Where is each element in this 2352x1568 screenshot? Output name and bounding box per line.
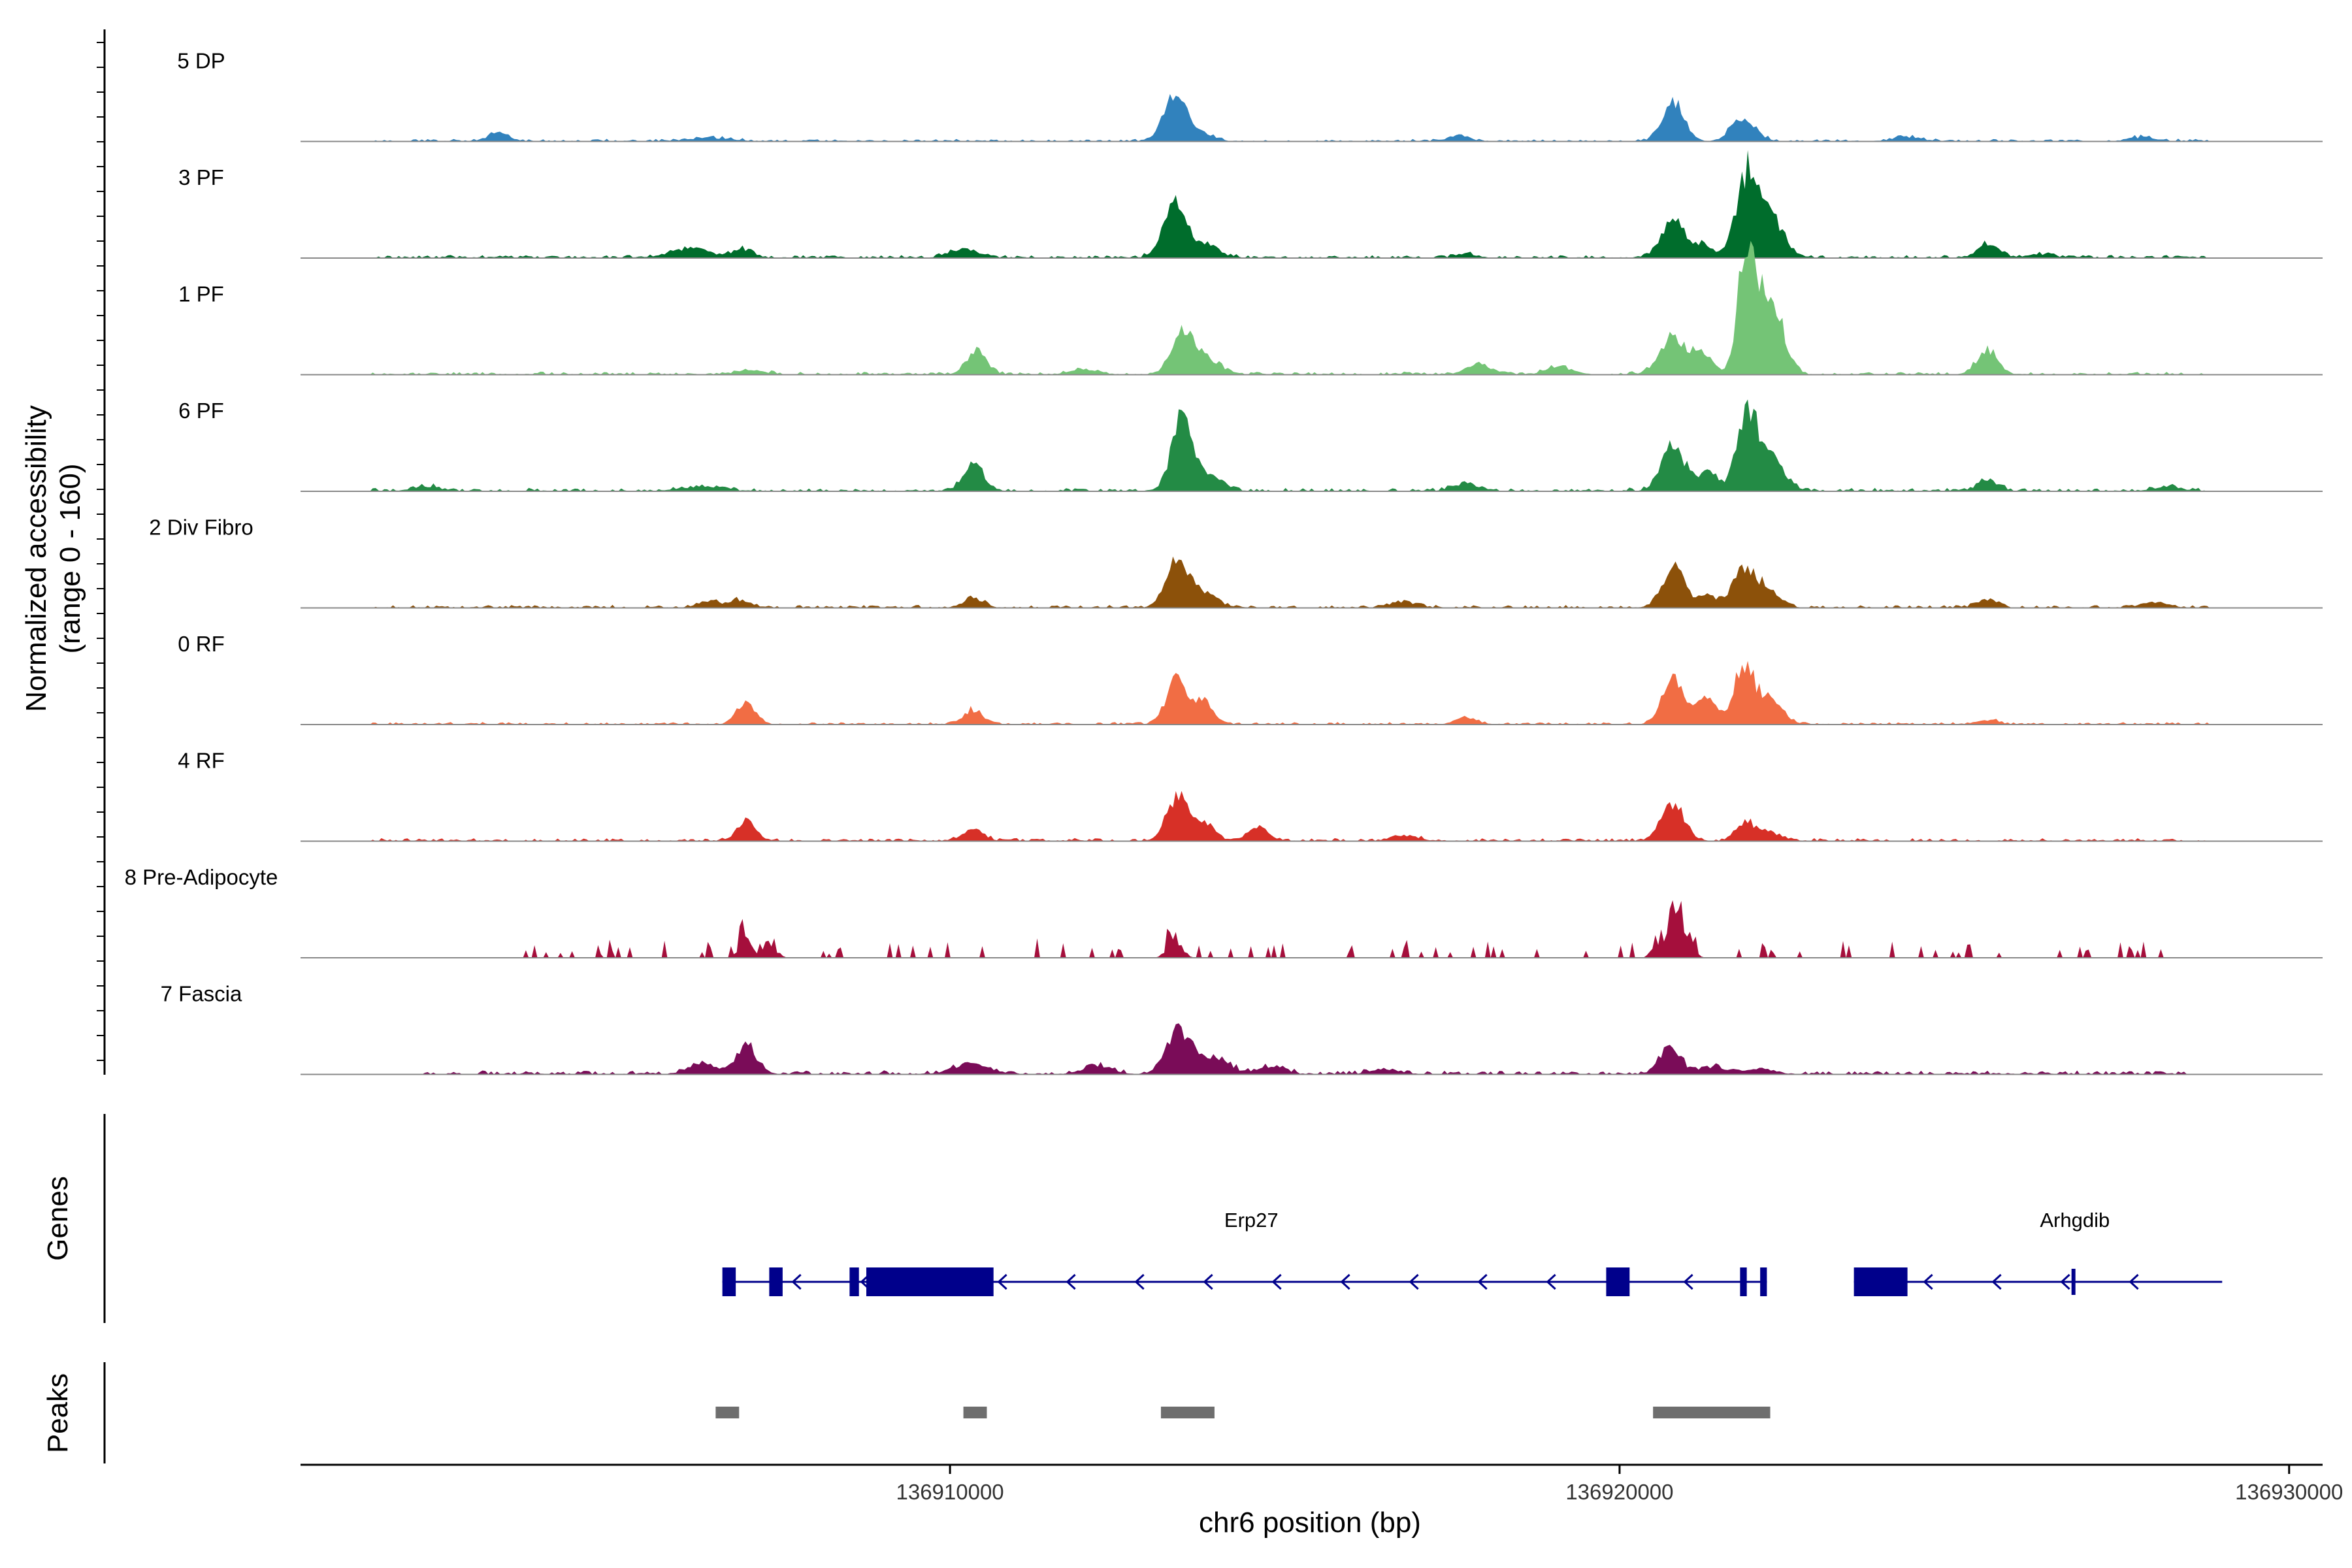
track-3-pf: 3 PF [178,150,2323,259]
track-label: 4 RF [178,749,225,773]
track-0-rf: 0 RF [178,632,2323,725]
track-label: 5 DP [177,49,225,73]
genes-track: Erp27 Arhgdib [103,1114,2223,1323]
x-tick-label: 136910000 [896,1480,1004,1504]
strand-arrow [1546,1273,1556,1290]
coverage-area-1-pf [301,240,2323,375]
strand-arrow [1683,1273,1693,1290]
track-7-fascia: 7 Fascia [161,982,2323,1075]
strand-arrow [997,1273,1007,1290]
peaks-track-label: Peaks [42,1373,74,1453]
coverage-tracks: 5 DP 3 PF 1 PF 6 PF 2 Div Fibro 0 RF 4 RF 8 Pre… [125,49,2323,1075]
coverage-area-6-pf [301,399,2323,491]
x-tick-label: 136920000 [1565,1480,1673,1504]
genes-track-label: Genes [42,1176,74,1261]
strand-arrow [1066,1273,1076,1290]
track-6-pf: 6 PF [178,399,2323,492]
track-label: 1 PF [178,282,224,306]
y-axis [97,29,106,1075]
y-axis-range-label: (range 0 - 160) [54,463,86,653]
gene-arhgdib: Arhgdib [1854,1209,2223,1296]
coverage-area-3-pf [301,150,2323,258]
strand-arrow [1203,1273,1213,1290]
peak-region [1160,1407,1215,1418]
gene-label: Arhgdib [2040,1209,2110,1232]
track-label: 6 PF [178,399,224,423]
gene-exon [1760,1267,1767,1296]
track-8-pre-adipocyte: 8 Pre-Adipocyte [125,865,2323,958]
strand-arrow [1923,1273,1933,1290]
track-4-rf: 4 RF [178,749,2323,842]
gene-exon [1606,1267,1630,1296]
coverage-area-7-fascia [301,1023,2323,1075]
coverage-area-2-div-fibro [301,556,2323,608]
peaks-track [103,1362,1771,1463]
coverage-area-8-pre-adipocyte [301,900,2323,958]
track-2-div-fibro: 2 Div Fibro [149,515,2323,609]
coverage-area-5-dp [301,93,2323,142]
peak-region [1653,1407,1771,1418]
gene-exon [769,1267,783,1296]
track-5-dp: 5 DP [177,49,2323,142]
gene-erp27: Erp27 [722,1209,1767,1296]
gene-exon [866,1267,994,1296]
peak-region [963,1407,987,1418]
track-label: 2 Div Fibro [149,515,253,540]
strand-arrow [1477,1273,1488,1290]
strand-arrow [1134,1273,1145,1290]
peak-region [715,1407,740,1418]
strand-arrow [1340,1273,1350,1290]
strand-arrow [1271,1273,1282,1290]
y-axis-title: Normalized accessibility [20,405,52,711]
x-axis: 136910000 136920000 136930000 [301,1463,2343,1504]
track-label: 8 Pre-Adipocyte [125,865,278,889]
track-1-pf: 1 PF [178,240,2323,376]
strand-arrow [1409,1273,1419,1290]
x-tick-label: 136930000 [2235,1480,2343,1504]
track-label: 3 PF [178,165,224,189]
track-label: 7 Fascia [161,982,242,1006]
strand-arrow [791,1273,802,1290]
strand-arrow [1991,1273,2002,1290]
gene-exon [849,1267,859,1296]
gene-exon [1740,1267,1747,1296]
x-axis-title: chr6 position (bp) [1199,1507,1421,1539]
gene-label: Erp27 [1224,1209,1279,1232]
coverage-area-0-rf [301,661,2323,725]
coverage-area-4-rf [301,791,2323,841]
gene-exon [1854,1267,1908,1296]
track-label: 0 RF [178,632,225,656]
gene-exon [722,1267,736,1296]
strand-arrow [2129,1273,2139,1290]
strand-arrow [2060,1273,2070,1290]
gene-exon [2071,1269,2076,1295]
